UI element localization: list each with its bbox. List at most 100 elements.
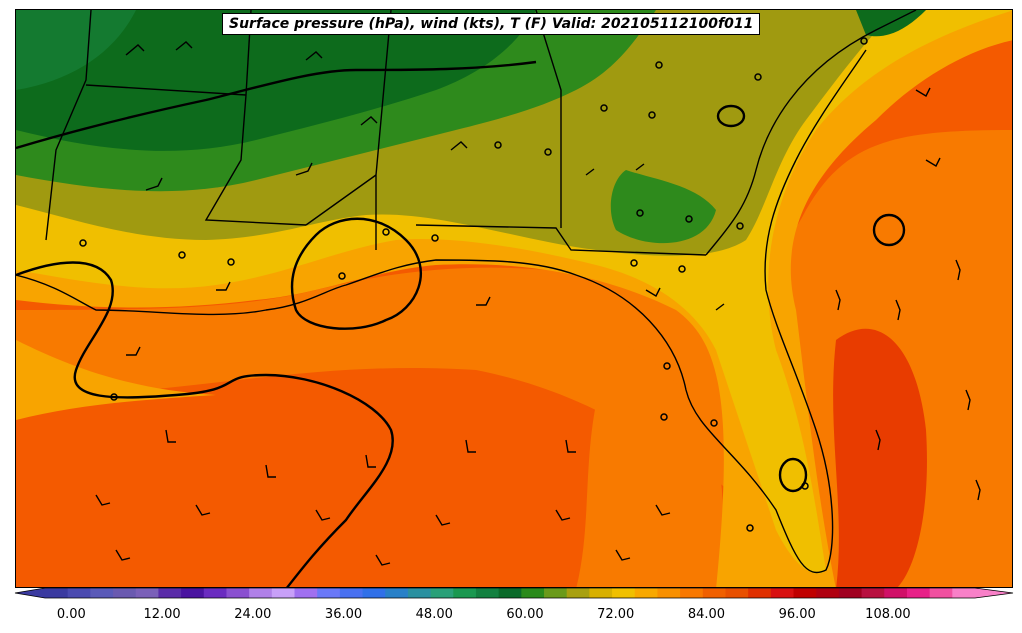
colorbar-segment — [861, 588, 885, 598]
colorbar-tick-label: 24.00 — [234, 607, 272, 622]
wind-barb-icon — [165, 429, 176, 443]
calm-circle-icon — [600, 104, 608, 112]
wind-barb-icon — [615, 549, 631, 561]
wind-barb-icon — [465, 439, 476, 453]
wind-barb-icon — [195, 504, 211, 516]
calm-circle-icon — [79, 239, 87, 247]
calm-circle-icon — [660, 413, 668, 421]
calm-circle-icon — [110, 393, 118, 401]
colorbar — [14, 587, 1014, 599]
isobar-contour — [778, 457, 808, 493]
map-title: Surface pressure (hPa), wind (kts), T (F… — [222, 13, 761, 35]
calm-circle-icon — [630, 259, 638, 267]
isobar-contour — [290, 217, 423, 330]
colorbar-tick-label: 0.00 — [56, 607, 86, 622]
colorbar-tick-label: 108.00 — [865, 607, 911, 622]
calm-markers — [79, 37, 868, 532]
colorbar-segment — [702, 588, 726, 598]
wind-barb-icon — [655, 504, 671, 516]
calm-circle-icon — [746, 524, 754, 532]
wind-barb-icon — [360, 116, 378, 126]
wind-barb-icon — [175, 41, 193, 51]
colorbar-segment — [566, 588, 590, 598]
calm-circle-icon — [754, 73, 762, 81]
colorbar-segment — [113, 588, 137, 598]
colorbar-tick-label: 96.00 — [778, 607, 816, 622]
colorbar-segment — [498, 588, 522, 598]
colorbar-segment — [453, 588, 477, 598]
colorbar-segment — [906, 588, 931, 598]
colorbar-segment — [770, 588, 795, 598]
colorbar-segment — [135, 588, 159, 598]
colorbar-segment — [226, 588, 250, 598]
band-orange-east — [576, 340, 723, 587]
wind-barb-icon — [365, 454, 376, 468]
colorbar-segment — [67, 588, 91, 598]
colorbar-segment — [612, 588, 636, 598]
colorbar-segment — [339, 588, 364, 598]
isobar-contour — [16, 261, 394, 587]
calm-circle-icon — [178, 251, 186, 259]
colorbar-tick-label: 60.00 — [506, 607, 544, 622]
colorbar-segment — [748, 588, 772, 598]
colorbar-segment — [430, 588, 454, 598]
wind-barb-icon — [895, 299, 901, 321]
wind-barb-icon — [265, 464, 276, 478]
calm-circle-icon — [544, 148, 552, 156]
isobar-contour — [716, 104, 746, 128]
wind-barb-icon — [295, 162, 313, 176]
wind-barb-icon — [145, 177, 163, 191]
colorbar-tick-label: 36.00 — [324, 607, 363, 622]
map-panel — [15, 9, 1013, 588]
colorbar-segment — [884, 588, 908, 598]
wind-barb-icon — [965, 389, 971, 411]
wind-barbs — [95, 41, 981, 566]
wind-barb-icon — [585, 168, 595, 176]
colorbar-segment — [90, 588, 114, 598]
wind-barb-icon — [375, 554, 391, 566]
calm-circle-icon — [636, 209, 644, 217]
colorbar-segment — [203, 588, 227, 598]
wind-barb-icon — [915, 87, 931, 97]
colorbar-extend-high — [975, 588, 1013, 598]
colorbar-segment — [793, 588, 817, 598]
colorbar-segment — [816, 588, 840, 598]
colorbar-segment — [475, 588, 500, 598]
wind-barb-icon — [115, 549, 131, 561]
temperature-map — [16, 10, 1012, 587]
colorbar-extend-low — [15, 588, 45, 598]
wind-barb-icon — [125, 44, 145, 56]
wind-barb-icon — [925, 157, 941, 167]
wind-barb-icon — [875, 429, 881, 451]
colorbar-outline — [14, 587, 1014, 599]
wind-barb-icon — [95, 494, 111, 506]
wind-barb-icon — [635, 163, 645, 171]
calm-circle-icon — [338, 272, 346, 280]
colorbar-segment — [634, 588, 658, 598]
calm-circle-icon — [736, 222, 744, 230]
wind-barb-icon — [645, 287, 661, 297]
wind-barb-icon — [715, 303, 725, 311]
colorbar-tick-label: 12.00 — [143, 607, 181, 622]
colorbar-segment — [45, 588, 69, 598]
colorbar-segment — [544, 588, 568, 598]
wind-barb-icon — [476, 296, 491, 306]
wind-barb-icon — [126, 346, 141, 356]
colorbar-segment — [589, 588, 613, 598]
isobar-contour — [16, 60, 537, 150]
band-dark-green — [16, 10, 536, 151]
colorbar-segment — [952, 588, 976, 598]
wind-barb-icon — [955, 259, 961, 281]
colorbar-segment — [929, 588, 953, 598]
calm-circle-icon — [685, 215, 693, 223]
colorbar-segment — [249, 588, 273, 598]
calm-circle-icon — [382, 228, 390, 236]
wind-barb-icon — [216, 281, 231, 291]
wind-barb-icon — [565, 439, 576, 453]
wind-barb-icon — [435, 514, 451, 526]
colorbar-segment — [158, 588, 182, 598]
colorbar-tick-label: 48.00 — [415, 607, 453, 622]
band-cold-corner — [16, 10, 136, 90]
calm-circle-icon — [860, 37, 868, 45]
colorbar-segment — [271, 588, 296, 598]
